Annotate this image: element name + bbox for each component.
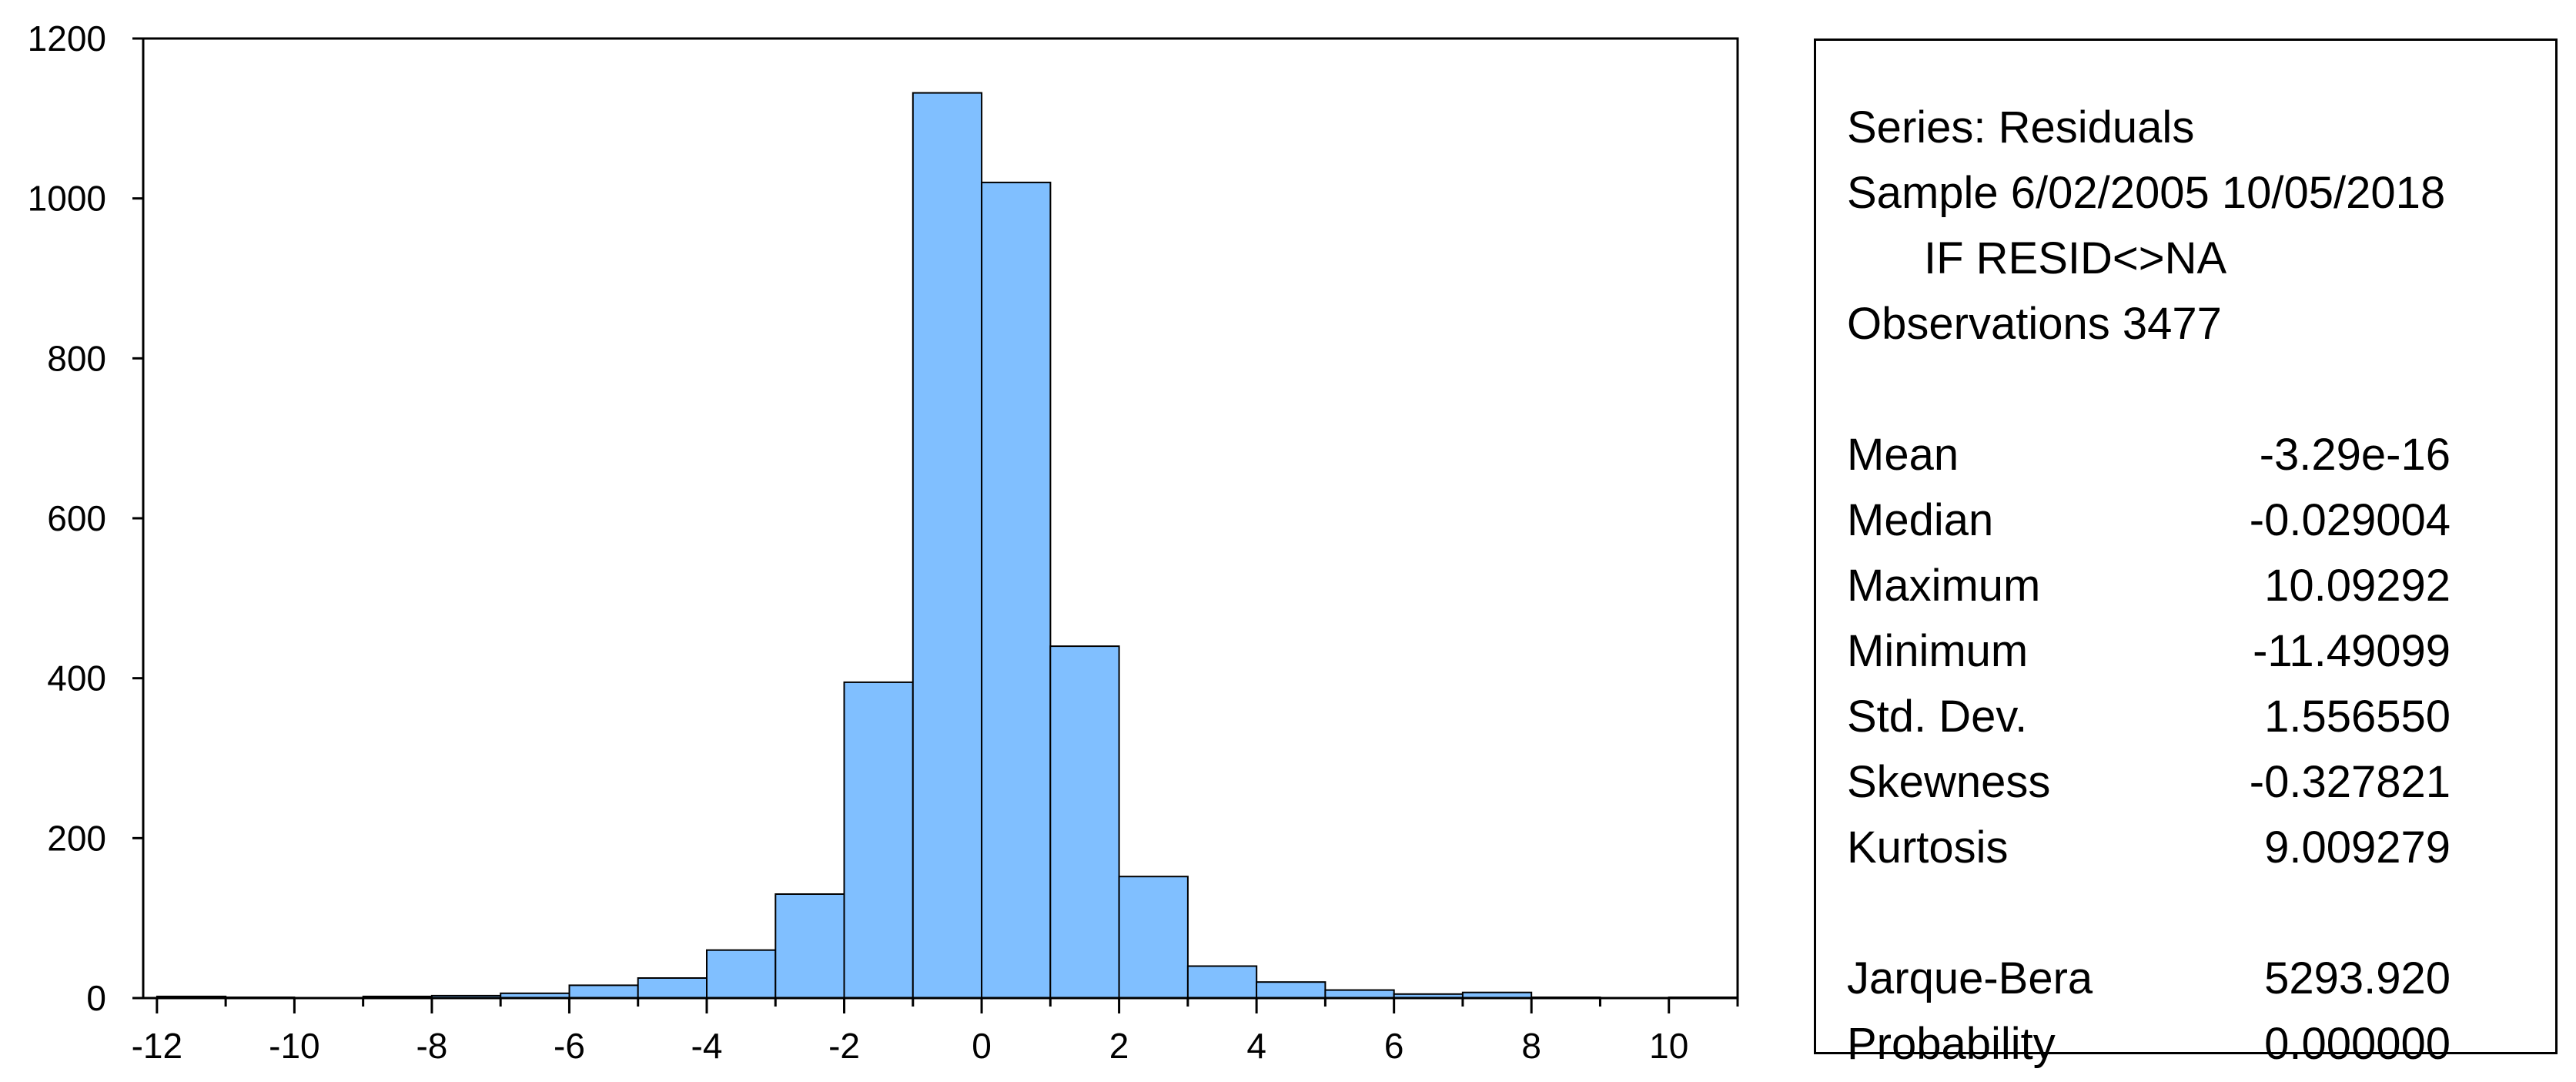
x-tick-label: 8 <box>1521 1026 1541 1066</box>
histogram-chart: 0 200 400 600 800 1000 1200 -12 -10 -8 -6 -4 -2 0 2 4 6… <box>28 18 1739 1066</box>
stat-value: 1.556550 <box>2264 692 2451 742</box>
stat-row-std-dev: Std. Dev. 1.556550 <box>1847 684 2548 749</box>
stat-row-minimum: Minimum -11.49099 <box>1847 618 2548 684</box>
x-tick-label: 10 <box>1649 1026 1688 1066</box>
y-axis: 0 200 400 600 800 1000 1200 <box>28 18 143 1018</box>
stat-label: Probability <box>1847 1019 2056 1069</box>
stat-row-maximum: Maximum 10.09292 <box>1847 553 2548 618</box>
histogram-bar <box>981 181 1052 999</box>
histogram-bar <box>568 984 639 1000</box>
x-axis: -12 -10 -8 -6 -4 -2 0 2 4 6 8 10 <box>132 998 1739 1066</box>
histogram-bar <box>843 681 914 1000</box>
stat-value: 5293.920 <box>2264 953 2451 1003</box>
histogram-bars <box>156 92 1738 1000</box>
stat-label: Mean <box>1847 430 1959 480</box>
sample-condition: IF RESID<>NA <box>1924 233 2227 283</box>
x-tick-label: -6 <box>554 1026 585 1066</box>
stat-value: -11.49099 <box>2253 626 2451 676</box>
y-tick-label: 0 <box>86 978 106 1018</box>
stat-value: 10.09292 <box>2264 561 2451 611</box>
histogram-bar <box>774 893 845 999</box>
stat-row-mean: Mean -3.29e-16 <box>1847 422 2548 487</box>
descriptive-stats-box: Series: Residuals Sample 6/02/2005 10/05… <box>1814 39 2558 1069</box>
stat-label: Skewness <box>1847 757 2051 807</box>
y-tick-label: 800 <box>47 338 106 378</box>
stat-label: Std. Dev. <box>1847 692 2028 742</box>
x-tick-label: -12 <box>132 1026 182 1066</box>
histogram-bar <box>1049 645 1120 999</box>
x-tick-label: 6 <box>1384 1026 1404 1066</box>
stat-label: Minimum <box>1847 626 2029 676</box>
stat-value: 9.009279 <box>2264 822 2451 873</box>
stat-row-skewness: Skewness -0.327821 <box>1847 749 2548 815</box>
x-tick-label: -2 <box>828 1026 860 1066</box>
stats-spacer <box>1847 880 2548 946</box>
observations-count: Observations 3477 <box>1847 299 2222 349</box>
y-tick-label: 600 <box>47 498 106 538</box>
stat-label: Kurtosis <box>1847 822 2009 873</box>
histogram-bar <box>1118 876 1189 999</box>
stats-table: Mean -3.29e-16 Median -0.029004 Maximum … <box>1847 422 2548 1077</box>
stat-value: 0.000000 <box>2264 1019 2451 1069</box>
sample-range: Sample 6/02/2005 10/05/2018 <box>1847 168 2446 218</box>
x-tick-label: -4 <box>691 1026 723 1066</box>
stat-value: -0.029004 <box>2249 495 2451 545</box>
histogram-bar <box>1256 981 1326 999</box>
x-tick-label: 2 <box>1109 1026 1129 1066</box>
stat-label: Median <box>1847 495 1994 545</box>
y-tick-label: 200 <box>47 818 106 858</box>
stat-row-probability: Probability 0.000000 <box>1847 1011 2548 1077</box>
y-tick-label: 1000 <box>28 179 106 219</box>
stat-value: -0.327821 <box>2249 757 2451 807</box>
stat-label: Maximum <box>1847 561 2041 611</box>
stat-label: Jarque-Bera <box>1847 953 2093 1003</box>
histogram-bar <box>706 949 777 999</box>
x-tick-label: 4 <box>1246 1026 1266 1066</box>
y-tick-label: 400 <box>47 658 106 698</box>
histogram-bar <box>1324 989 1395 999</box>
x-tick-label: -10 <box>269 1026 319 1066</box>
stat-row-jarque-bera: Jarque-Bera 5293.920 <box>1847 946 2548 1011</box>
histogram-bar <box>912 92 983 1000</box>
x-tick-label: -8 <box>416 1026 447 1066</box>
histogram-bar <box>637 977 708 999</box>
y-tick-label: 1200 <box>28 18 106 59</box>
stat-value: -3.29e-16 <box>2259 430 2451 480</box>
histogram-bar <box>1186 965 1258 999</box>
series-name: Series: Residuals <box>1847 102 2195 152</box>
stat-row-kurtosis: Kurtosis 9.009279 <box>1847 815 2548 880</box>
stat-row-median: Median -0.029004 <box>1847 487 2548 553</box>
x-tick-label: 0 <box>972 1026 992 1066</box>
stats-header: Series: Residuals Sample 6/02/2005 10/05… <box>1847 95 2445 357</box>
